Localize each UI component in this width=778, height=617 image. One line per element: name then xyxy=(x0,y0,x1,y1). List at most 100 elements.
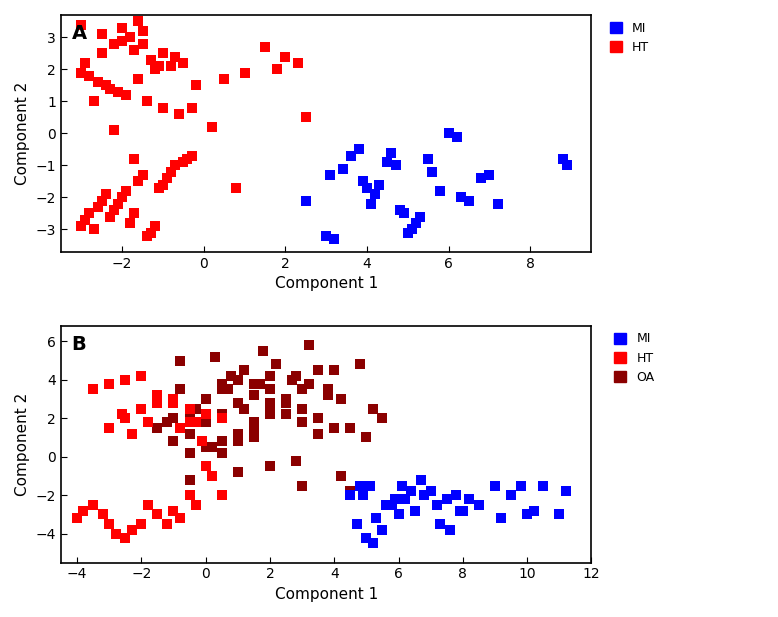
Point xyxy=(173,109,185,119)
Point xyxy=(399,494,412,504)
Point xyxy=(222,384,234,394)
Point xyxy=(120,90,132,100)
Point xyxy=(92,77,104,87)
Point xyxy=(296,404,308,413)
Point xyxy=(431,500,443,510)
Point xyxy=(135,404,148,413)
Point xyxy=(216,436,228,446)
Point xyxy=(415,475,427,485)
Point xyxy=(312,413,324,423)
Point xyxy=(184,417,196,427)
Point xyxy=(300,112,312,122)
Point xyxy=(450,491,463,500)
Point xyxy=(167,436,180,446)
Point xyxy=(443,128,455,138)
Point xyxy=(312,429,324,439)
Point xyxy=(124,218,136,228)
Point xyxy=(232,375,244,384)
Point xyxy=(463,196,475,205)
Point xyxy=(161,519,173,529)
Point xyxy=(184,448,196,458)
Point xyxy=(190,500,202,510)
Point xyxy=(100,189,112,199)
Point xyxy=(75,222,88,231)
Point xyxy=(247,379,260,389)
Point xyxy=(553,510,566,520)
Point xyxy=(296,384,308,394)
Point xyxy=(77,506,89,516)
Point xyxy=(328,234,341,244)
Point xyxy=(527,506,540,516)
Point xyxy=(238,68,251,78)
Point xyxy=(218,74,230,84)
Point xyxy=(385,147,398,157)
Point xyxy=(167,394,180,404)
Point xyxy=(373,180,385,189)
Point xyxy=(199,417,212,427)
Point xyxy=(184,404,196,413)
Point xyxy=(103,423,115,433)
Point xyxy=(361,183,373,193)
Point xyxy=(151,423,163,433)
Point xyxy=(232,467,244,477)
Point xyxy=(156,103,169,113)
Point xyxy=(238,365,251,375)
Point xyxy=(167,398,180,408)
Point xyxy=(336,164,349,173)
X-axis label: Component 1: Component 1 xyxy=(275,587,378,602)
Point xyxy=(83,71,96,81)
Point xyxy=(296,481,308,491)
Point xyxy=(254,379,267,389)
Point xyxy=(247,417,260,427)
Point xyxy=(264,404,276,413)
Point xyxy=(418,491,430,500)
Point xyxy=(408,506,421,516)
Point xyxy=(96,49,108,59)
Point xyxy=(344,486,356,496)
Point xyxy=(132,17,145,27)
Point xyxy=(199,462,212,471)
Point xyxy=(190,404,202,413)
Point xyxy=(505,491,517,500)
Point xyxy=(354,360,366,370)
Point xyxy=(232,398,244,408)
Point xyxy=(128,45,141,55)
Y-axis label: Component 2: Component 2 xyxy=(15,81,30,185)
Point xyxy=(475,173,488,183)
Point xyxy=(136,26,149,36)
Point xyxy=(386,500,398,510)
Point xyxy=(394,205,406,215)
Point xyxy=(189,80,202,90)
Point xyxy=(351,519,363,529)
Point xyxy=(279,52,292,62)
Point xyxy=(152,61,165,71)
Point xyxy=(514,481,527,491)
Point xyxy=(190,417,202,427)
Point xyxy=(521,510,534,520)
Point xyxy=(264,398,276,408)
Point xyxy=(216,413,228,423)
Point xyxy=(184,475,196,485)
Point xyxy=(140,231,152,241)
Point xyxy=(345,151,357,160)
Point xyxy=(110,529,122,539)
Point xyxy=(185,103,198,113)
Point xyxy=(557,154,569,164)
Point xyxy=(344,423,356,433)
Point xyxy=(96,510,109,520)
Point xyxy=(363,481,376,491)
Point xyxy=(352,144,365,154)
Point xyxy=(443,525,456,535)
Point xyxy=(561,160,573,170)
Point xyxy=(303,379,315,389)
Point xyxy=(151,510,163,520)
Point xyxy=(389,160,401,170)
Point xyxy=(79,215,92,225)
Point xyxy=(264,371,276,381)
Point xyxy=(116,193,128,202)
Point xyxy=(103,212,116,222)
Point xyxy=(116,36,128,46)
Point xyxy=(370,513,382,523)
Point xyxy=(71,513,83,523)
Point xyxy=(328,423,341,433)
